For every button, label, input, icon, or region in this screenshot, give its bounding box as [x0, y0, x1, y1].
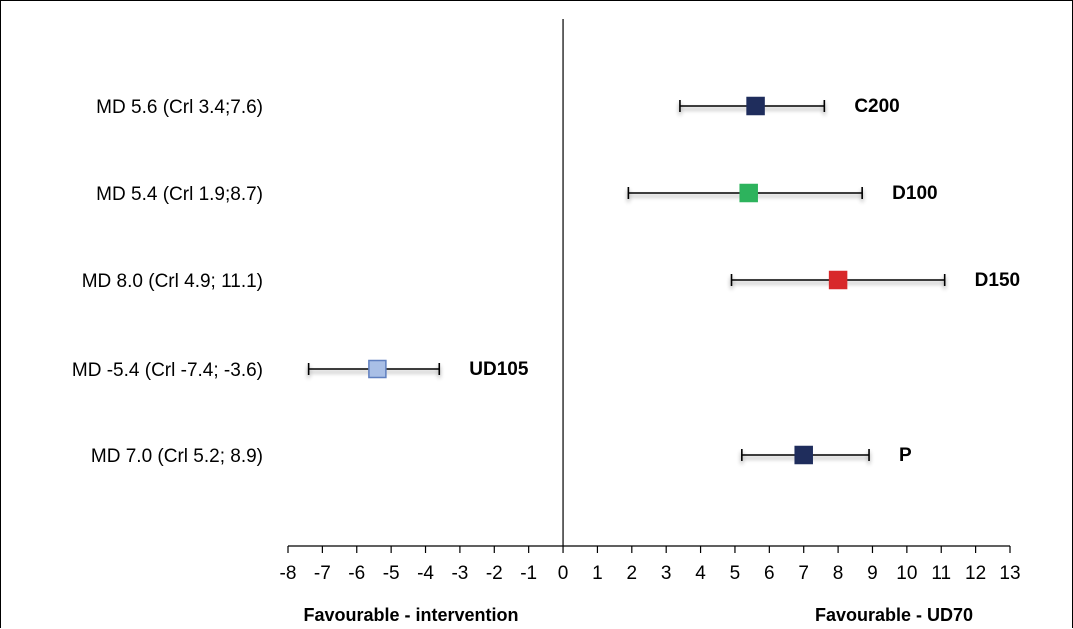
x-tick-label: 4 — [695, 563, 706, 584]
x-tick-label: -7 — [314, 563, 331, 584]
series-label: P — [899, 445, 912, 466]
series-row-c200: MD 5.6 (Crl 3.4;7.6) C200 — [96, 96, 900, 118]
md-label: MD -5.4 (Crl -7.4; -3.6) — [72, 360, 263, 381]
footer-label-left: Favourable - intervention — [303, 605, 518, 625]
estimate-marker — [794, 445, 813, 465]
x-tick-label: 11 — [931, 563, 951, 584]
x-tick-label: 8 — [833, 563, 844, 584]
x-tick-label: -2 — [486, 563, 503, 584]
x-tick-label: 6 — [764, 563, 775, 584]
series-label: C200 — [854, 96, 899, 117]
x-tick-label: -6 — [348, 563, 365, 584]
x-tick-label: 13 — [999, 563, 1020, 584]
series-row-d100: MD 5.4 (Crl 1.9;8.7) D100 — [96, 183, 937, 205]
x-tick-label: 9 — [867, 563, 878, 584]
md-label: MD 7.0 (Crl 5.2; 8.9) — [91, 446, 263, 467]
x-tick-label: 0 — [558, 563, 569, 584]
md-label: MD 8.0 (Crl 4.9; 11.1) — [82, 271, 263, 292]
x-tick-label: -5 — [383, 563, 400, 584]
x-tick-label: -8 — [280, 563, 297, 584]
series-group: MD 5.6 (Crl 3.4;7.6) C200 MD 5.4 (Crl 1.9;… — [72, 96, 1020, 467]
estimate-marker — [739, 183, 758, 203]
series-row-p: MD 7.0 (Crl 5.2; 8.9) P — [91, 445, 912, 467]
x-tick-label: 3 — [661, 563, 672, 584]
series-row-d150: MD 8.0 (Crl 4.9; 11.1) D150 — [82, 270, 1020, 292]
footer-label-right: Favourable - UD70 — [815, 605, 973, 625]
x-tick-label: 5 — [730, 563, 741, 584]
x-tick-label: 10 — [896, 563, 917, 584]
x-tick-label: -3 — [451, 563, 468, 584]
estimate-marker — [368, 359, 387, 379]
md-label: MD 5.6 (Crl 3.4;7.6) — [96, 97, 263, 118]
estimate-marker — [828, 270, 848, 290]
estimate-marker — [746, 96, 765, 116]
series-label: UD105 — [469, 359, 529, 380]
x-tick-label: 1 — [592, 563, 603, 584]
x-tick-label: -4 — [417, 563, 434, 584]
x-axis: -8 -7 -6 -5 -4 -3 -2 -1 0 1 2 3 4 5 6 7 8 9 10 11 12 13 — [280, 19, 1021, 584]
x-tick-label: 2 — [627, 563, 638, 584]
series-row-ud105: MD -5.4 (Crl -7.4; -3.6) UD105 — [72, 359, 529, 381]
x-tick-label: 7 — [798, 563, 809, 584]
series-label: D100 — [892, 183, 937, 204]
md-label: MD 5.4 (Crl 1.9;8.7) — [96, 184, 263, 205]
series-label: D150 — [975, 270, 1020, 291]
x-tick-label: -1 — [520, 563, 537, 584]
x-tick-label: 12 — [965, 563, 986, 584]
